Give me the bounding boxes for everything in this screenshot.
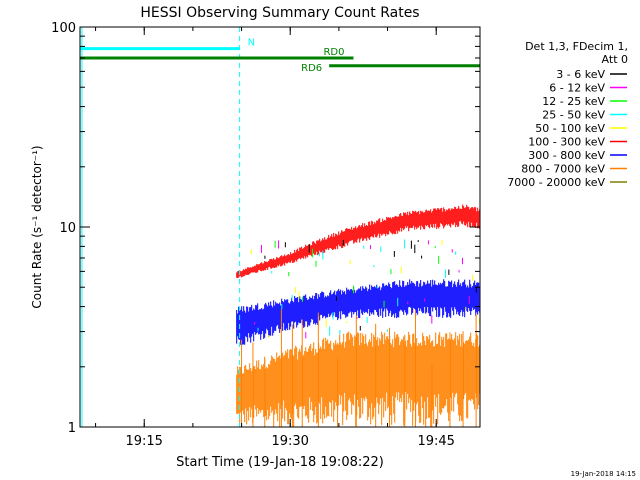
y-tick-label: 100 bbox=[51, 21, 76, 36]
orange-spikes bbox=[241, 309, 477, 427]
legend-entry-label: 3 - 6 keV bbox=[556, 68, 605, 81]
y-tick-label: 10 bbox=[59, 221, 76, 236]
x-tick-label: 19:30 bbox=[271, 434, 308, 449]
axes-layer: 19:15 19:30 19:45 1 10 100 bbox=[51, 21, 480, 449]
legend-entry-label: 800 - 7000 keV bbox=[521, 163, 605, 176]
x-axis-label: Start Time (19-Jan-18 19:08:22) bbox=[176, 455, 384, 470]
legend-entry-label: 25 - 50 keV bbox=[542, 109, 605, 122]
flag-label-N: N bbox=[248, 38, 255, 49]
series-300-800keV bbox=[236, 279, 480, 346]
x-tick-label: 19:15 bbox=[125, 434, 162, 449]
data-layer bbox=[236, 204, 480, 427]
flag-label-RD0: RD0 bbox=[323, 47, 344, 58]
legend-entry-label: 300 - 800 keV bbox=[528, 149, 605, 162]
legend-entry-label: 6 - 12 keV bbox=[549, 82, 605, 95]
legend-entry-label: 7000 - 20000 keV bbox=[507, 176, 605, 189]
x-tick-label: 19:45 bbox=[417, 434, 454, 449]
legend-entry-label: 12 - 25 keV bbox=[542, 95, 605, 108]
chart-title: HESSI Observing Summary Count Rates bbox=[140, 5, 419, 21]
series-100-300keV bbox=[236, 204, 480, 279]
legend-header-line1: Det 1,3, FDecim 1, bbox=[525, 40, 628, 53]
footer-date: 19-Jan-2018 14:15 bbox=[571, 470, 636, 478]
y-axis-label: Count Rate (s⁻¹ detector⁻¹) bbox=[30, 145, 44, 308]
flag-label-RD6: RD6 bbox=[301, 63, 322, 74]
legend-header-line2: Att 0 bbox=[602, 53, 628, 66]
legend-entry-label: 50 - 100 keV bbox=[535, 122, 605, 135]
low-energy-speckle bbox=[250, 239, 480, 339]
y-tick-label: 1 bbox=[68, 421, 76, 436]
series-800-7000keV bbox=[236, 331, 480, 427]
legend-entry-label: 100 - 300 keV bbox=[528, 136, 605, 149]
